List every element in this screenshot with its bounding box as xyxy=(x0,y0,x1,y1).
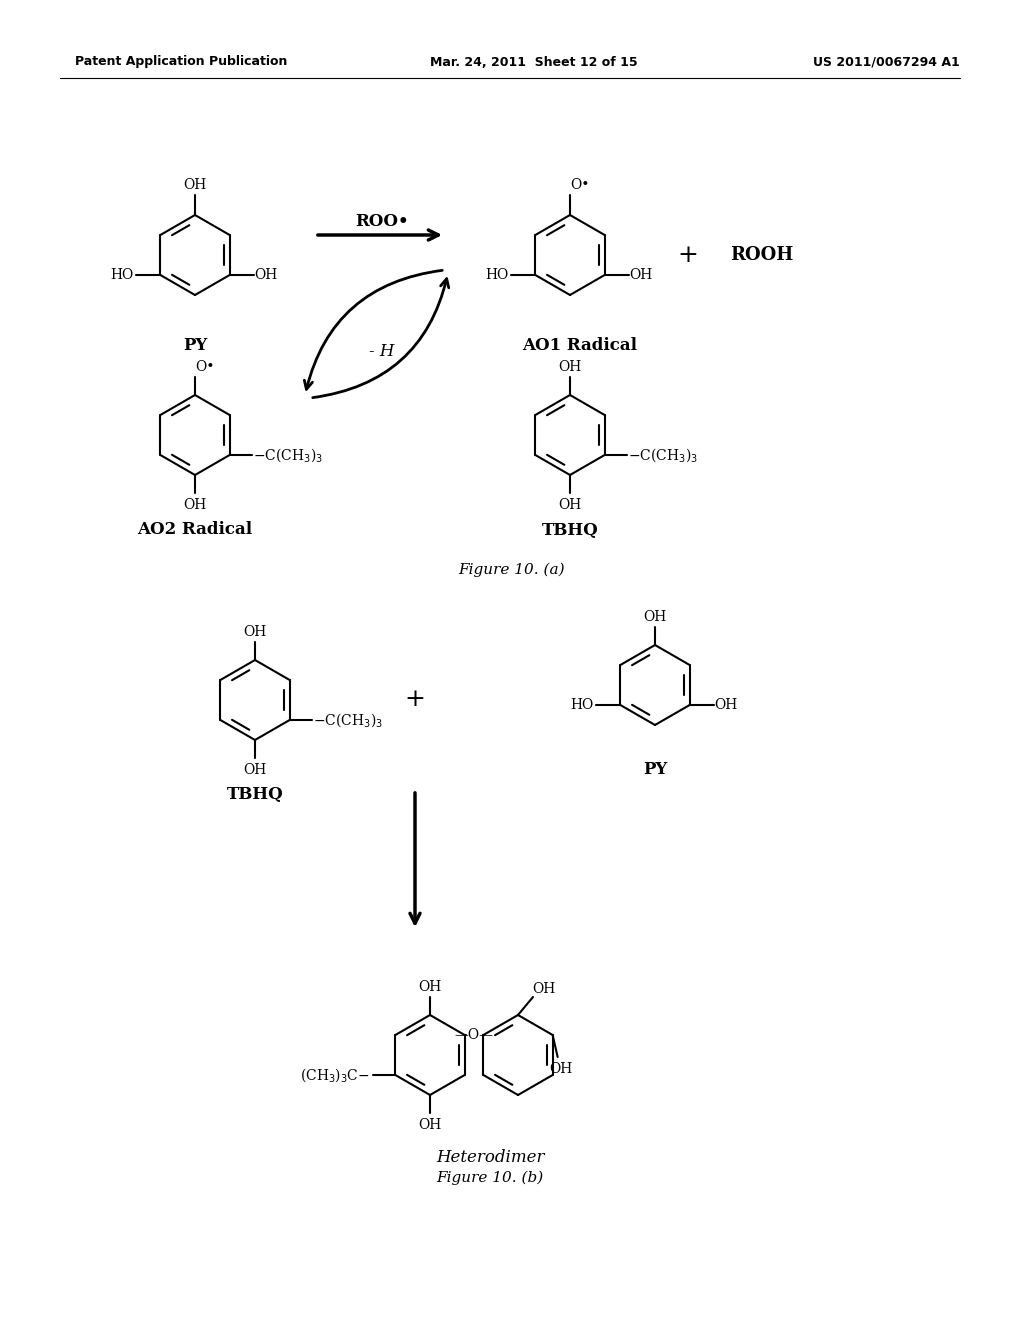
Text: OH: OH xyxy=(419,1118,441,1133)
Text: OH: OH xyxy=(714,698,737,711)
Text: OH: OH xyxy=(183,498,207,512)
Text: PY: PY xyxy=(643,762,667,779)
Text: Mar. 24, 2011  Sheet 12 of 15: Mar. 24, 2011 Sheet 12 of 15 xyxy=(430,55,638,69)
Text: (CH$_3$)$_3$C$-$: (CH$_3$)$_3$C$-$ xyxy=(300,1067,371,1084)
Text: O•: O• xyxy=(570,178,590,191)
Text: OH: OH xyxy=(244,763,266,777)
Text: Patent Application Publication: Patent Application Publication xyxy=(75,55,288,69)
Text: OH: OH xyxy=(254,268,278,282)
Text: OH: OH xyxy=(549,1063,572,1076)
Text: HO: HO xyxy=(111,268,134,282)
Text: OH: OH xyxy=(244,624,266,639)
Text: OH: OH xyxy=(629,268,652,282)
Text: HO: HO xyxy=(570,698,594,711)
Text: $-$C(CH$_3$)$_3$: $-$C(CH$_3$)$_3$ xyxy=(253,446,323,463)
Text: - H: - H xyxy=(370,343,394,360)
Text: +: + xyxy=(678,243,698,267)
Text: OH: OH xyxy=(183,178,207,191)
Text: TBHQ: TBHQ xyxy=(542,521,598,539)
Text: AO1 Radical: AO1 Radical xyxy=(522,337,638,354)
Text: —O—: —O— xyxy=(455,1028,494,1041)
Text: OH: OH xyxy=(643,610,667,624)
Text: OH: OH xyxy=(558,360,582,374)
Text: OH: OH xyxy=(558,498,582,512)
Text: ROO•: ROO• xyxy=(355,214,409,231)
Text: ROOH: ROOH xyxy=(730,246,794,264)
Text: O•: O• xyxy=(196,360,215,374)
Text: $-$C(CH$_3$)$_3$: $-$C(CH$_3$)$_3$ xyxy=(628,446,697,463)
Text: HO: HO xyxy=(485,268,509,282)
Text: TBHQ: TBHQ xyxy=(226,787,284,804)
Text: Figure 10. (b): Figure 10. (b) xyxy=(436,1171,544,1185)
Text: PY: PY xyxy=(183,337,207,354)
Text: Heterodimer: Heterodimer xyxy=(436,1150,544,1167)
Text: US 2011/0067294 A1: US 2011/0067294 A1 xyxy=(813,55,961,69)
Text: OH: OH xyxy=(419,979,441,994)
Text: OH: OH xyxy=(532,982,556,997)
Text: $-$C(CH$_3$)$_3$: $-$C(CH$_3$)$_3$ xyxy=(312,711,383,729)
Text: +: + xyxy=(404,689,425,711)
Text: Figure 10. (a): Figure 10. (a) xyxy=(459,562,565,577)
Text: AO2 Radical: AO2 Radical xyxy=(137,521,253,539)
